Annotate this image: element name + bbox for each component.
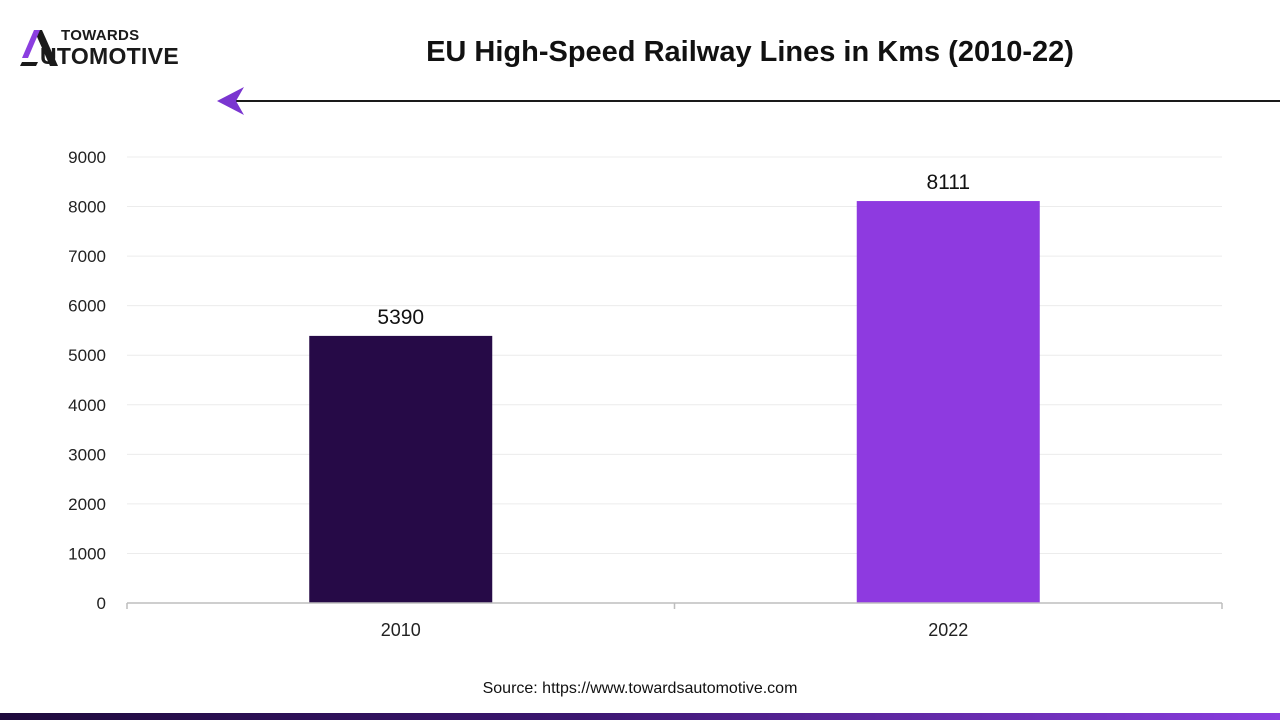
bar-2010 (309, 335, 493, 603)
x-tick-label: 2010 (381, 620, 421, 640)
y-tick-label: 6000 (68, 297, 106, 316)
y-axis: 0 1000 2000 3000 4000 5000 6000 7000 8000 9000 (68, 148, 106, 613)
data-label: 5390 (377, 306, 424, 329)
x-axis: 2010 2022 (126, 602, 1223, 640)
data-label: 8111 (926, 171, 970, 194)
x-tick-label: 2022 (928, 620, 968, 640)
source-note: Source: https://www.towardsautomotive.co… (482, 680, 798, 697)
y-tick-label: 1000 (68, 544, 106, 563)
y-tick-label: 9000 (68, 148, 106, 167)
chart-gridlines (127, 156, 1222, 554)
logo-mark-icon (20, 30, 58, 66)
bottom-gradient-band (0, 713, 1280, 720)
y-tick-label: 0 (97, 594, 106, 613)
header-divider (236, 100, 1280, 102)
y-tick-label: 8000 (68, 198, 106, 217)
y-tick-label: 4000 (68, 396, 106, 415)
arrow-left-icon (217, 87, 244, 115)
chart-bars: 5390 8111 (309, 171, 1040, 604)
page-title: EU High-Speed Railway Lines in Kms (2010… (426, 36, 1074, 68)
brand-logo: TOWARDS UTOMOTIVE (20, 26, 230, 72)
bar-2022 (856, 201, 1040, 604)
y-tick-label: 5000 (68, 346, 106, 365)
y-tick-label: 2000 (68, 495, 106, 514)
y-tick-label: 7000 (68, 247, 106, 266)
logo-text-bottom: UTOMOTIVE (40, 43, 180, 69)
logo-text-top: TOWARDS (61, 27, 140, 44)
y-tick-label: 3000 (68, 445, 106, 464)
